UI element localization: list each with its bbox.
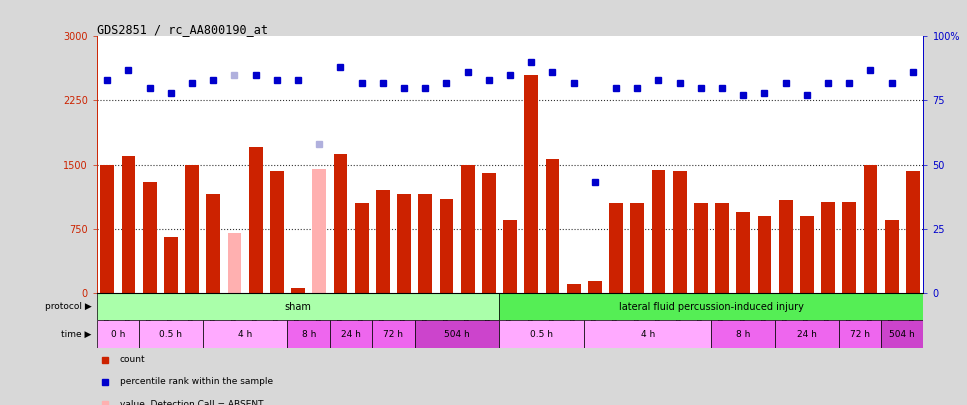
Bar bbox=[101, 164, 114, 293]
Text: 0 h: 0 h bbox=[110, 330, 125, 339]
Bar bbox=[737, 211, 750, 293]
Bar bbox=[334, 154, 347, 293]
Bar bbox=[291, 288, 305, 293]
Bar bbox=[122, 156, 135, 293]
Text: 4 h: 4 h bbox=[641, 330, 655, 339]
Bar bbox=[440, 199, 454, 293]
Text: count: count bbox=[120, 355, 145, 364]
Text: GDS2851 / rc_AA800190_at: GDS2851 / rc_AA800190_at bbox=[97, 23, 268, 36]
Bar bbox=[227, 233, 242, 293]
Bar bbox=[567, 284, 580, 293]
Bar bbox=[249, 147, 263, 293]
Bar bbox=[821, 202, 835, 293]
Bar bbox=[330, 320, 372, 348]
Bar bbox=[139, 320, 203, 348]
Bar bbox=[287, 320, 330, 348]
Bar bbox=[397, 194, 411, 293]
Text: time ▶: time ▶ bbox=[62, 330, 92, 339]
Bar bbox=[415, 320, 500, 348]
Bar bbox=[584, 320, 712, 348]
Bar bbox=[143, 181, 157, 293]
Text: 504 h: 504 h bbox=[890, 330, 915, 339]
Text: 4 h: 4 h bbox=[238, 330, 252, 339]
Text: 0.5 h: 0.5 h bbox=[530, 330, 553, 339]
Bar bbox=[838, 320, 881, 348]
Bar bbox=[186, 165, 199, 293]
Text: value, Detection Call = ABSENT: value, Detection Call = ABSENT bbox=[120, 400, 263, 405]
Bar bbox=[503, 220, 517, 293]
Bar bbox=[906, 171, 920, 293]
Bar bbox=[372, 320, 415, 348]
Bar bbox=[757, 216, 772, 293]
Bar bbox=[312, 169, 326, 293]
Bar bbox=[419, 194, 432, 293]
Text: 24 h: 24 h bbox=[341, 330, 361, 339]
Bar bbox=[355, 203, 368, 293]
Bar bbox=[461, 165, 475, 293]
Text: 0.5 h: 0.5 h bbox=[160, 330, 183, 339]
Bar bbox=[482, 173, 496, 293]
Bar bbox=[206, 194, 220, 293]
Bar bbox=[376, 190, 390, 293]
Text: 504 h: 504 h bbox=[444, 330, 470, 339]
Bar bbox=[500, 320, 584, 348]
Text: 72 h: 72 h bbox=[850, 330, 870, 339]
Bar bbox=[270, 171, 283, 293]
Bar bbox=[97, 293, 500, 320]
Bar bbox=[500, 293, 923, 320]
Bar bbox=[881, 320, 923, 348]
Bar bbox=[864, 164, 877, 293]
Bar bbox=[203, 320, 287, 348]
Text: 24 h: 24 h bbox=[797, 330, 817, 339]
Text: lateral fluid percussion-induced injury: lateral fluid percussion-induced injury bbox=[619, 302, 804, 311]
Bar bbox=[673, 171, 687, 293]
Bar bbox=[800, 216, 814, 293]
Bar bbox=[776, 320, 838, 348]
Bar bbox=[885, 220, 898, 293]
Bar bbox=[716, 203, 729, 293]
Text: 8 h: 8 h bbox=[736, 330, 750, 339]
Bar bbox=[164, 237, 178, 293]
Bar bbox=[652, 170, 665, 293]
Text: sham: sham bbox=[284, 302, 311, 311]
Bar bbox=[545, 160, 559, 293]
Bar bbox=[97, 320, 139, 348]
Text: 72 h: 72 h bbox=[384, 330, 403, 339]
Text: protocol ▶: protocol ▶ bbox=[45, 302, 92, 311]
Bar bbox=[609, 203, 623, 293]
Bar bbox=[842, 202, 856, 293]
Bar bbox=[694, 203, 708, 293]
Bar bbox=[588, 281, 601, 293]
Bar bbox=[778, 200, 793, 293]
Text: percentile rank within the sample: percentile rank within the sample bbox=[120, 377, 273, 386]
Bar bbox=[712, 320, 776, 348]
Text: 8 h: 8 h bbox=[302, 330, 316, 339]
Bar bbox=[524, 75, 539, 293]
Bar bbox=[630, 203, 644, 293]
